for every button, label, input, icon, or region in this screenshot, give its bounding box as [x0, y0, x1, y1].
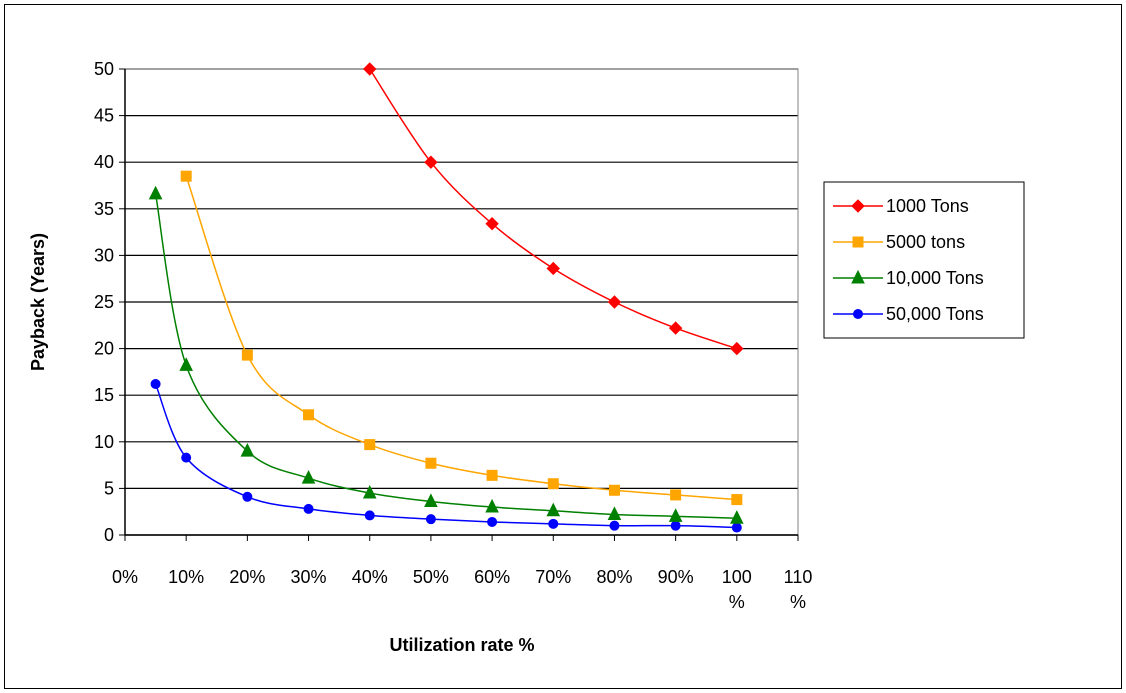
series-line: [186, 176, 737, 499]
data-point: [670, 322, 682, 334]
data-point: [549, 519, 558, 528]
x-tick-label: 20%: [229, 567, 265, 587]
data-point: [364, 63, 376, 75]
x-tick-label: 10%: [168, 567, 204, 587]
data-point: [608, 507, 620, 519]
y-tick-label: 50: [94, 59, 114, 79]
x-tick-label: 110: [784, 567, 813, 587]
x-tick-label: 60%: [474, 567, 510, 587]
data-point: [151, 380, 160, 389]
data-point: [243, 492, 252, 501]
x-tick-label: 70%: [535, 567, 571, 587]
y-tick-label: 30: [94, 245, 114, 265]
x-tick-label: 80%: [596, 567, 632, 587]
data-point: [182, 453, 191, 462]
y-tick-label: 35: [94, 199, 114, 219]
data-point: [732, 495, 742, 505]
legend-marker: [853, 237, 863, 247]
data-point: [487, 470, 497, 480]
data-point: [426, 458, 436, 468]
y-tick-label: 25: [94, 292, 114, 312]
data-point: [304, 410, 314, 420]
x-axis-title: Utilization rate %: [389, 635, 534, 655]
y-tick-label: 20: [94, 339, 114, 359]
y-tick-label: 0: [104, 525, 114, 545]
legend: 1000 Tons 5000 tons 10,000 Tons 50,000 Tons: [824, 182, 1024, 338]
data-point: [731, 343, 743, 355]
x-tick-label: 30%: [291, 567, 327, 587]
y-tick-label: 40: [94, 152, 114, 172]
y-tick-label: 15: [94, 385, 114, 405]
series-50-000-tons: [151, 380, 741, 533]
data-point: [671, 490, 681, 500]
data-point: [671, 521, 680, 530]
data-point: [610, 521, 619, 530]
legend-label: 50,000 Tons: [886, 304, 984, 324]
x-tick-label: 90%: [658, 567, 694, 587]
x-tick-label: %: [790, 592, 806, 612]
y-axis-title: Payback (Years): [28, 233, 48, 371]
data-point: [731, 511, 743, 523]
legend-marker: [854, 310, 863, 319]
data-point: [670, 509, 682, 521]
data-point: [548, 479, 558, 489]
legend-label: 10,000 Tons: [886, 268, 984, 288]
data-point: [488, 517, 497, 526]
data-point: [242, 350, 252, 360]
x-tick-label: 50%: [413, 567, 449, 587]
data-point: [608, 296, 620, 308]
y-tick-label: 45: [94, 106, 114, 126]
x-tick-label: 40%: [352, 567, 388, 587]
data-point: [304, 504, 313, 513]
x-tick-label: %: [729, 592, 745, 612]
series-10-000-tons: [150, 187, 743, 523]
data-point: [732, 523, 741, 532]
x-tick-label: 100: [722, 567, 752, 587]
data-point: [241, 444, 253, 456]
series: [150, 63, 743, 532]
data-point: [150, 187, 162, 199]
series-5000-tons: [181, 171, 742, 504]
data-point: [180, 358, 192, 370]
legend-label: 1000 Tons: [886, 196, 969, 216]
data-point: [181, 171, 191, 181]
y-tick-label: 10: [94, 432, 114, 452]
x-tick-label: 0%: [112, 567, 138, 587]
legend-label: 5000 tons: [886, 232, 965, 252]
data-point: [426, 515, 435, 524]
data-point: [365, 440, 375, 450]
data-point: [365, 511, 374, 520]
y-tick-label: 5: [104, 478, 114, 498]
data-point: [547, 262, 559, 274]
axes: 0 5 10 15 20 25 30 35 40 45 50 0% 10% 20% 30% 40% 50% 60%…: [94, 59, 812, 612]
data-point: [609, 485, 619, 495]
